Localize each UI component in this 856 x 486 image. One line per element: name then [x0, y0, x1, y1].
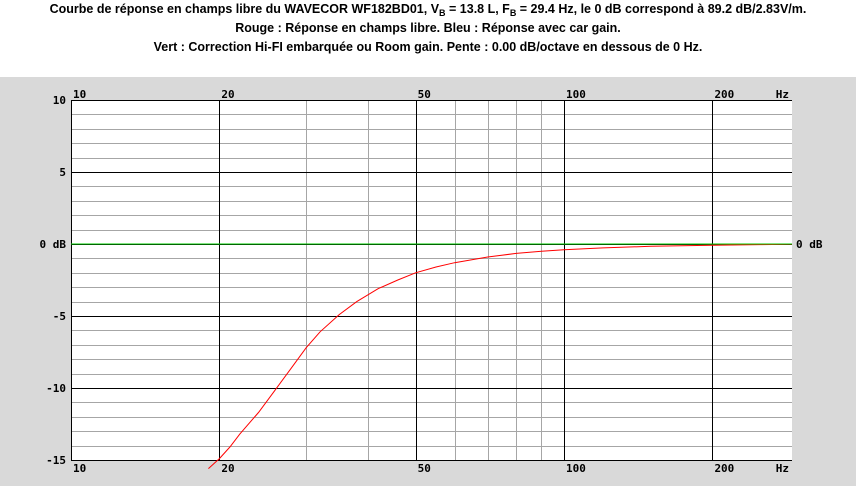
x-tick-label-bottom: 10 — [73, 462, 86, 475]
x-tick-label-bottom: 200 — [714, 462, 734, 475]
x-tick-label-top: 10 — [73, 88, 86, 101]
chart-subtitle-2: Vert : Correction Hi-FI embarquée ou Roo… — [153, 40, 703, 54]
y-tick-label-left: 0 dB — [40, 238, 67, 251]
plot-area — [71, 100, 792, 460]
title-sub1: B — [439, 8, 446, 18]
y-tick-label-left: -15 — [46, 454, 66, 467]
series-layer — [71, 243, 793, 469]
x-tick-label-top: 100 — [566, 88, 586, 101]
x-unit-label-bottom: Hz — [776, 462, 789, 475]
x-tick-label-bottom: 20 — [221, 462, 234, 475]
y-tick-label-left: 10 — [53, 94, 66, 107]
series-line-0 — [208, 243, 793, 469]
title-part2: = 13.8 L, F — [445, 2, 510, 16]
chart-title: Courbe de réponse en champs libre du WAV… — [0, 0, 856, 19]
chart-title-block: Courbe de réponse en champs libre du WAV… — [0, 0, 856, 57]
x-unit-label-top: Hz — [776, 88, 789, 101]
chart-subtitle-1: Rouge : Réponse en champs libre. Bleu : … — [235, 21, 621, 35]
x-tick-label-top: 200 — [714, 88, 734, 101]
grid-minor — [71, 100, 792, 460]
title-sub2: B — [509, 8, 517, 18]
x-tick-label-top: 50 — [418, 88, 431, 101]
y-tick-label-right: 0 dB — [796, 238, 823, 251]
y-tick-label-left: 5 — [59, 166, 66, 179]
axis-labels: 10 10 20 20 50 50 100 100 200 200 Hz Hz 10 5 0 dB -5 -10… — [40, 88, 823, 475]
title-part1: Courbe de réponse en champs libre du WAV… — [49, 2, 440, 16]
x-tick-label-top: 20 — [221, 88, 234, 101]
y-tick-label-left: -10 — [46, 382, 66, 395]
x-tick-label-bottom: 50 — [418, 462, 431, 475]
x-tick-label-bottom: 100 — [566, 462, 586, 475]
title-part3: = 29.4 Hz, le 0 dB correspond à 89.2 dB/… — [516, 2, 807, 16]
y-tick-label-left: -5 — [53, 310, 66, 323]
